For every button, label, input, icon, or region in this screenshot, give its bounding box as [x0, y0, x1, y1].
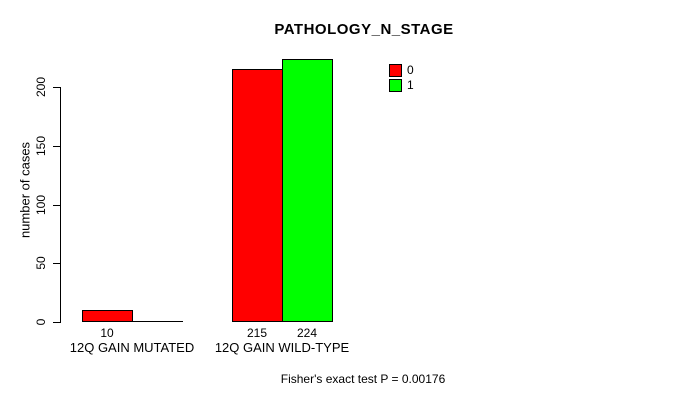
y-tick: [53, 322, 60, 323]
y-tick-label: 200: [34, 76, 48, 98]
chart-title: PATHOLOGY_N_STAGE: [274, 21, 454, 38]
legend-label: 1: [407, 77, 414, 92]
legend-swatch: [389, 78, 402, 92]
category-label: 12Q GAIN MUTATED: [69, 340, 195, 355]
y-tick-label: 0: [34, 318, 48, 326]
bar-value-label: 224: [296, 326, 318, 340]
annotation-fisher-test: Fisher's exact test P = 0.00176: [280, 372, 446, 386]
legend-item: 1: [389, 78, 414, 92]
y-tick: [53, 263, 60, 264]
bar-value-label: 10: [100, 326, 114, 340]
zero-height-bar-line: [132, 321, 183, 322]
bar: [232, 69, 283, 322]
bar: [282, 59, 333, 322]
legend-swatch: [389, 63, 402, 77]
y-axis-line: [60, 87, 61, 323]
category-label: 12Q GAIN WILD-TYPE: [214, 340, 350, 355]
y-tick: [53, 146, 60, 147]
legend-label: 0: [407, 62, 414, 77]
y-tick: [53, 205, 60, 206]
y-tick-label: 100: [34, 194, 48, 216]
legend-item: 0: [389, 63, 414, 77]
y-tick-label: 50: [34, 256, 48, 270]
bar: [82, 310, 133, 322]
y-tick-label: 150: [34, 135, 48, 157]
bar-value-label: 215: [246, 326, 268, 340]
y-tick: [53, 87, 60, 88]
